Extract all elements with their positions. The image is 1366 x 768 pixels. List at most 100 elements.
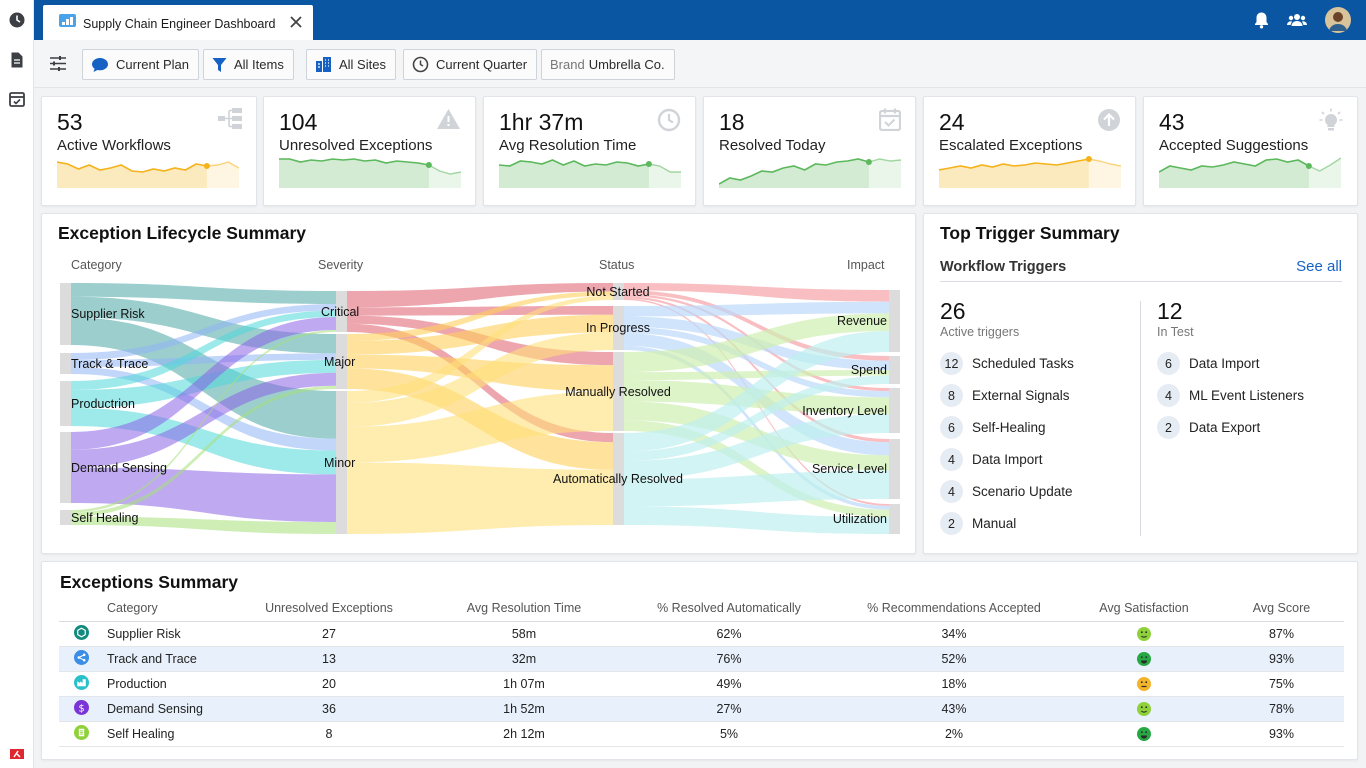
- sankey-link[interactable]: [624, 330, 889, 452]
- tab-dashboard[interactable]: Supply Chain Engineer Dashboard: [43, 5, 313, 40]
- sankey-link[interactable]: [347, 462, 613, 535]
- see-all-link[interactable]: See all: [1296, 258, 1342, 275]
- avatar[interactable]: [1325, 7, 1351, 33]
- sankey-link[interactable]: [624, 401, 889, 471]
- sankey-link[interactable]: [347, 314, 613, 355]
- kpi-value: 104: [279, 109, 318, 135]
- trigger-card: Top Trigger Summary Workflow Triggers Se…: [923, 213, 1358, 554]
- sankey-node[interactable]: [336, 291, 347, 332]
- sankey-node-label: Inventory Level: [802, 403, 887, 418]
- kpi-card-escalated-exceptions[interactable]: 24 Escalated Exceptions: [923, 96, 1136, 206]
- filter-current-plan[interactable]: Current Plan: [82, 49, 199, 80]
- sankey-link[interactable]: [71, 353, 336, 367]
- kpi-card-avg-resolution-time[interactable]: 1hr 37m Avg Resolution Time: [483, 96, 696, 206]
- trigger-item[interactable]: 4 Scenario Update: [940, 480, 1073, 503]
- sankey-link[interactable]: [624, 506, 889, 534]
- table-row[interactable]: $ Demand Sensing 36 1h 52m 27% 43% 78%: [59, 696, 1344, 722]
- cell-category: Supplier Risk: [89, 621, 229, 647]
- filter-brand[interactable]: Brand Umbrella Co.: [541, 49, 675, 80]
- sankey-link[interactable]: [71, 304, 336, 360]
- sliders-icon[interactable]: [49, 55, 67, 72]
- sankey-node[interactable]: [613, 433, 624, 525]
- sankey-link[interactable]: [347, 291, 613, 341]
- trigger-item[interactable]: 6 Self-Healing: [940, 416, 1046, 439]
- sankey-link[interactable]: [624, 301, 889, 317]
- sankey-node[interactable]: [889, 388, 900, 433]
- filter-all-items[interactable]: All Items: [203, 49, 294, 80]
- calendar-icon[interactable]: [8, 90, 26, 108]
- sankey-node[interactable]: [336, 391, 347, 534]
- sankey-node[interactable]: [889, 504, 900, 534]
- sankey-node[interactable]: [60, 353, 71, 374]
- sankey-link[interactable]: [347, 295, 613, 403]
- sankey-link[interactable]: [71, 310, 336, 390]
- sankey-link[interactable]: [624, 283, 889, 302]
- sankey-node[interactable]: [613, 306, 624, 350]
- sankey-link[interactable]: [624, 375, 889, 461]
- sankey-link[interactable]: [71, 385, 336, 517]
- sankey-link[interactable]: [624, 326, 889, 398]
- sankey-link[interactable]: [71, 283, 336, 305]
- trigger-item[interactable]: 2 Data Export: [1157, 416, 1260, 439]
- sankey-link[interactable]: [624, 345, 889, 510]
- filter-all-sites[interactable]: All Sites: [306, 49, 396, 80]
- sankey-node[interactable]: [60, 381, 71, 426]
- sankey-link[interactable]: [71, 467, 336, 523]
- sankey-link[interactable]: [624, 313, 889, 373]
- close-icon[interactable]: [286, 12, 306, 32]
- trigger-item[interactable]: 2 Manual: [940, 512, 1016, 535]
- sankey-node[interactable]: [336, 334, 347, 389]
- kpi-card-accepted-suggestions[interactable]: 43 Accepted Suggestions: [1143, 96, 1358, 206]
- kpi-label: Avg Resolution Time: [499, 137, 637, 154]
- sankey-node[interactable]: [889, 439, 900, 499]
- trigger-item[interactable]: 8 External Signals: [940, 384, 1070, 407]
- history-icon[interactable]: [8, 11, 26, 29]
- sankey-link[interactable]: [71, 516, 336, 534]
- kpi-card-resolved-today[interactable]: 18 Resolved Today: [703, 96, 916, 206]
- top-bar: Supply Chain Engineer Dashboard: [34, 0, 1366, 40]
- kpi-card-active-workflows[interactable]: 53 Active Workflows: [41, 96, 257, 206]
- table-row[interactable]: Production 20 1h 07m 49% 18% 75%: [59, 671, 1344, 697]
- sankey-node[interactable]: [613, 283, 624, 300]
- sankey-link[interactable]: [624, 296, 889, 443]
- cell-satisfaction: [1069, 696, 1219, 722]
- sankey-link[interactable]: [347, 332, 613, 427]
- sankey-link[interactable]: [624, 370, 889, 381]
- sankey-link[interactable]: [347, 283, 613, 308]
- kpi-label: Active Workflows: [57, 137, 171, 154]
- sankey-node[interactable]: [60, 510, 71, 525]
- table-header-row: Category Unresolved Exceptions Avg Resol…: [59, 596, 1344, 622]
- sankey-link[interactable]: [71, 317, 336, 450]
- document-icon[interactable]: [8, 51, 26, 69]
- sankey-link[interactable]: [347, 391, 613, 463]
- col-category: Category: [71, 258, 122, 272]
- sankey-link[interactable]: [71, 367, 336, 451]
- filter-current-quarter[interactable]: Current Quarter: [403, 49, 538, 80]
- sankey-link[interactable]: [71, 330, 336, 513]
- category-icon-cell: [59, 621, 89, 647]
- sankey-link[interactable]: [624, 470, 889, 507]
- sankey-node[interactable]: [613, 352, 624, 431]
- table-row[interactable]: Track and Trace 13 32m 76% 52% 93%: [59, 646, 1344, 672]
- kpi-card-unresolved-exceptions[interactable]: 104 Unresolved Exceptions: [263, 96, 476, 206]
- trigger-item[interactable]: 12 Scheduled Tasks: [940, 352, 1074, 375]
- trigger-item[interactable]: 4 ML Event Listeners: [1157, 384, 1304, 407]
- sankey-node[interactable]: [889, 290, 900, 352]
- sankey-node[interactable]: [889, 356, 900, 384]
- people-icon[interactable]: [1287, 12, 1307, 28]
- sankey-node-label: Revenue: [836, 314, 887, 328]
- sankey-node[interactable]: [60, 432, 71, 503]
- trigger-item[interactable]: 6 Data Import: [1157, 352, 1260, 375]
- sankey-link[interactable]: [624, 414, 889, 480]
- cell-score: 93%: [1219, 646, 1344, 672]
- table-row[interactable]: Self Healing 8 2h 12m 5% 2% 93%: [59, 721, 1344, 747]
- trigger-item[interactable]: 4 Data Import: [940, 448, 1043, 471]
- sankey-link[interactable]: [624, 420, 889, 518]
- sankey-node[interactable]: [60, 283, 71, 345]
- cell-avg-time: 58m: [429, 621, 619, 647]
- table-row[interactable]: Supplier Risk 27 58m 62% 34% 87%: [59, 621, 1344, 647]
- bell-icon[interactable]: [1253, 11, 1270, 29]
- sankey-link[interactable]: [624, 290, 889, 361]
- exceptions-title: Exceptions Summary: [60, 572, 238, 592]
- cell-resolved-auto: 27%: [619, 696, 839, 722]
